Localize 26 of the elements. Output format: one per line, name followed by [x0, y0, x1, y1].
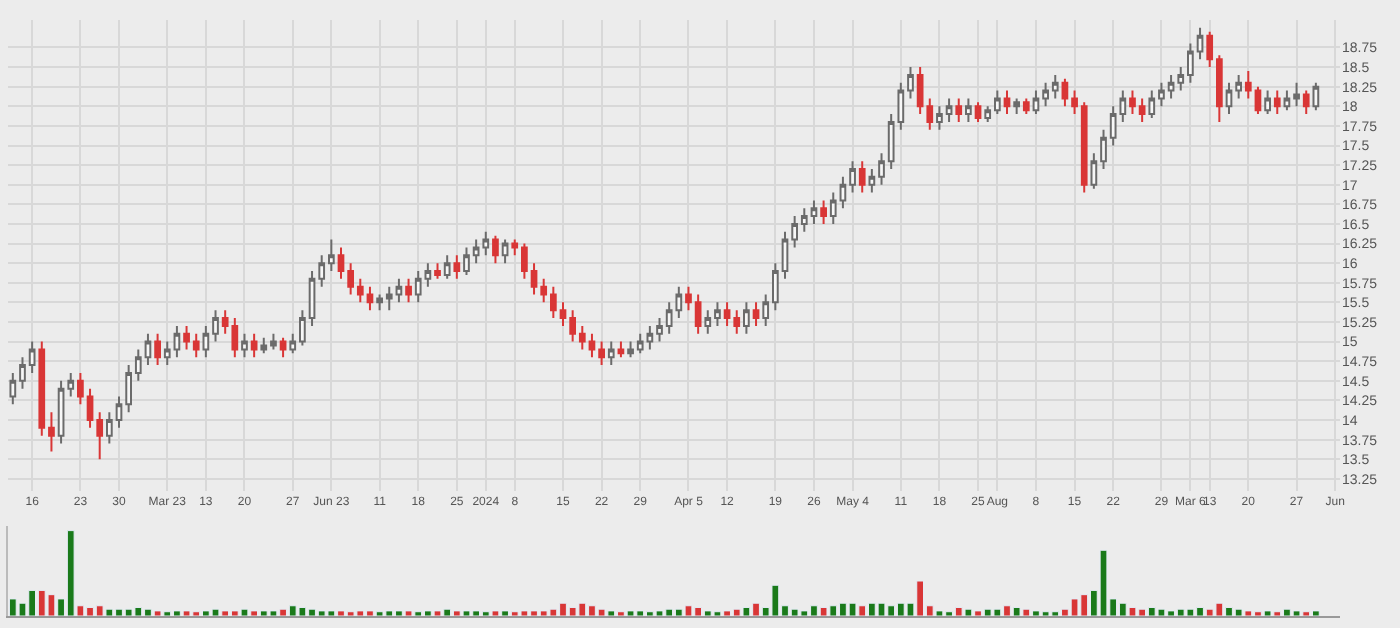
candlestick: [154, 332, 161, 367]
candlestick: [974, 101, 982, 123]
candlestick: [820, 199, 827, 225]
candlestick: [617, 340, 625, 359]
candlestick: [858, 160, 866, 194]
candlestick: [492, 234, 499, 265]
candlestick: [752, 301, 760, 327]
candlestick: [501, 238, 509, 265]
candlestick: [1022, 97, 1030, 116]
candlestick: [405, 277, 412, 304]
candlestick: [250, 332, 258, 359]
candlestick: [279, 336, 287, 359]
candlestick: [1273, 89, 1281, 116]
candlestick: [965, 97, 972, 123]
candlestick: [443, 254, 451, 280]
candlestick: [607, 340, 615, 367]
candlestick: [743, 301, 750, 335]
candlestick: [1312, 81, 1320, 112]
candlestick: [241, 332, 248, 359]
candlestick: [955, 97, 963, 123]
candlestick: [1302, 89, 1310, 116]
candlestick: [1013, 97, 1021, 116]
candlestick: [1003, 89, 1011, 116]
candlestick: [1264, 89, 1271, 116]
candlestick: [434, 262, 441, 280]
candlestick: [453, 254, 461, 280]
